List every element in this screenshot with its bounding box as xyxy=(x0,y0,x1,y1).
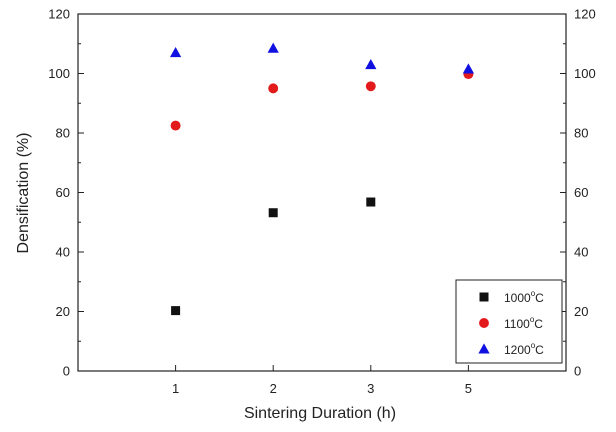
legend-box xyxy=(455,279,563,364)
legend-marker-1200 xyxy=(478,343,490,354)
y-tick-label-right: 40 xyxy=(574,245,588,260)
x-tick-label: 1 xyxy=(172,381,179,396)
data-point-1200 xyxy=(267,42,279,53)
data-point-1200 xyxy=(462,63,475,74)
x-tick-label: 5 xyxy=(465,381,472,396)
axes-layer: 0 0 20 20 40 40 60 60 80 80 100 100 120 120 1 2 3 5 xyxy=(48,7,595,397)
legend-label-1100: 1100oC xyxy=(504,315,543,331)
y-tick-label-right: 20 xyxy=(574,304,588,319)
x-tick-label: 2 xyxy=(270,381,277,396)
y-tick-label-right: 80 xyxy=(574,126,588,141)
y-tick-label-left: 40 xyxy=(56,245,70,260)
y-tick-label-left: 80 xyxy=(56,126,70,141)
data-point-1200 xyxy=(169,47,182,58)
data-point-1100 xyxy=(170,120,181,131)
data-point-1200 xyxy=(365,58,377,70)
data-point-1100 xyxy=(365,81,376,92)
data-point-1000 xyxy=(171,306,181,316)
legend-marker-1100 xyxy=(479,318,489,328)
x-tick-label: 3 xyxy=(367,381,374,396)
data-point-1000 xyxy=(268,208,278,218)
y-tick-label-left: 100 xyxy=(48,66,70,81)
legend-label-1200: 1200oC xyxy=(504,341,544,357)
y-tick-label-right: 100 xyxy=(574,66,596,81)
x-axis-label: Sintering Duration (h) xyxy=(244,405,396,422)
y-tick-label-right: 0 xyxy=(574,364,581,379)
y-axis-label: Densification (%) xyxy=(15,133,32,254)
legend-marker-1000 xyxy=(479,292,489,302)
y-tick-label-left: 120 xyxy=(48,7,70,22)
marks-layer xyxy=(169,42,475,316)
data-point-1000 xyxy=(366,197,376,207)
legend-label-1000: 1000oC xyxy=(504,289,544,305)
y-tick-label-right: 60 xyxy=(574,185,588,200)
y-tick-label-left: 0 xyxy=(63,364,70,379)
y-tick-label-right: 120 xyxy=(574,7,596,22)
y-tick-label-left: 60 xyxy=(56,185,70,200)
data-point-1100 xyxy=(268,83,279,94)
legend: 1000oC 1100oC 1200oC xyxy=(455,279,563,364)
y-tick-label-left: 20 xyxy=(56,304,70,319)
